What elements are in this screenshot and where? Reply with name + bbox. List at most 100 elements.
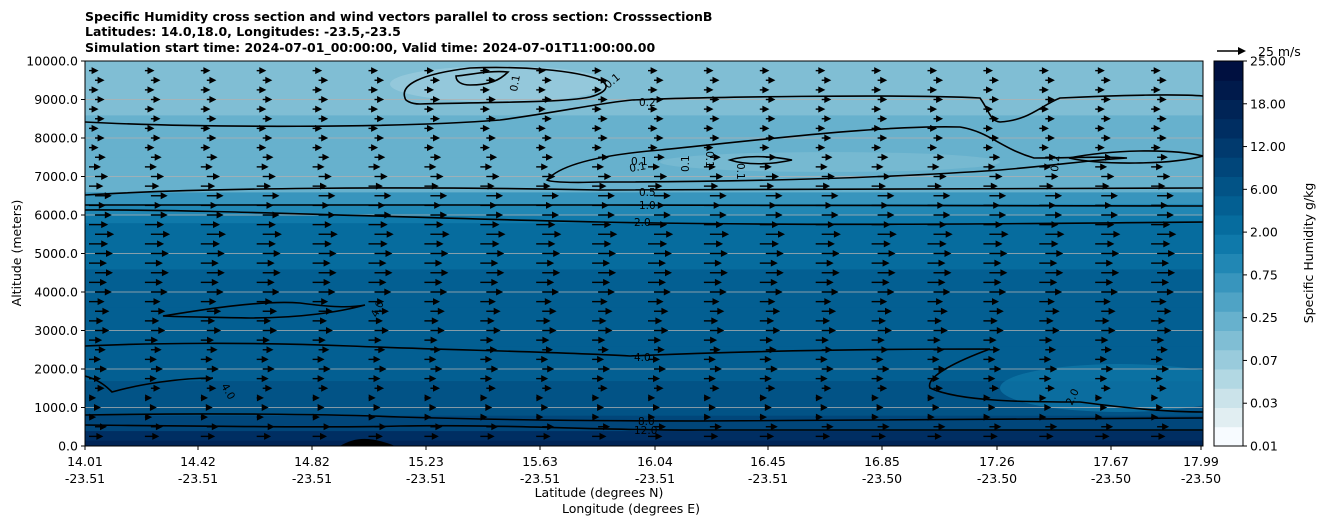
- wind-vector-head: [706, 144, 714, 152]
- wind-vector-head: [1106, 278, 1114, 286]
- wind-vector-head: [97, 115, 105, 123]
- x-tick-label-longitude: -23.50: [862, 471, 902, 486]
- wind-vector-head: [492, 221, 500, 229]
- wind-vector-head: [1102, 182, 1110, 190]
- wind-vector-head: [1100, 375, 1108, 383]
- wind-vector-head: [1156, 375, 1164, 383]
- wind-vector-head: [999, 192, 1007, 200]
- wind-vector-head: [714, 259, 722, 267]
- wind-vector-head: [203, 105, 211, 113]
- wind-vector-head: [154, 201, 162, 209]
- wind-vector-head: [433, 134, 440, 142]
- wind-vector-head: [938, 423, 946, 431]
- wind-vector-head: [1041, 86, 1049, 94]
- wind-vector-head: [377, 298, 385, 306]
- wind-vector-head: [373, 163, 381, 171]
- wind-vector-head: [268, 221, 276, 229]
- y-tick-label: 10000.0: [26, 54, 78, 69]
- wind-vector-head: [328, 288, 336, 296]
- wind-vector-head: [874, 144, 882, 152]
- wind-vector-head: [1107, 173, 1115, 180]
- x-tick-label-latitude: 15.63: [522, 454, 558, 469]
- humidity-band: [85, 203, 1203, 216]
- wind-vector-head: [656, 96, 664, 103]
- x-axis-ticks: 14.01 -23.51 14.42 -23.51 14.82 -23.51 15.23 -2…: [65, 446, 1221, 486]
- wind-vector-head: [604, 221, 612, 229]
- wind-vector-head: [1046, 182, 1054, 190]
- wind-vector-head: [1097, 124, 1105, 132]
- wind-vector-head: [936, 96, 944, 103]
- humidity-band: [85, 222, 1203, 235]
- x-tick-label-latitude: 15.23: [408, 454, 444, 469]
- wind-vector-head: [1000, 250, 1008, 257]
- wind-vector-head: [375, 182, 383, 190]
- wind-vector-head: [988, 355, 996, 363]
- wind-vector-head: [322, 346, 330, 354]
- wind-vector-head: [94, 355, 101, 363]
- wind-vector-head: [1158, 432, 1166, 440]
- wind-vector-head: [488, 384, 496, 392]
- wind-vector-head: [648, 394, 656, 402]
- wind-vector-head: [273, 250, 281, 257]
- wind-vector-head: [378, 346, 386, 354]
- wind-vector-head: [762, 124, 770, 132]
- contour-4.0-left: [85, 375, 214, 393]
- wind-vector-head: [594, 105, 602, 113]
- wind-vector-head: [1044, 163, 1052, 171]
- wind-vector-head: [547, 259, 555, 267]
- wind-vector-head: [939, 240, 947, 248]
- wind-vector-head: [604, 240, 612, 248]
- humidity-band: [85, 430, 1203, 441]
- wind-vector-head: [1112, 269, 1120, 277]
- wind-vector-head: [876, 404, 884, 411]
- wind-vector-head: [940, 327, 948, 334]
- wind-vector-head: [772, 221, 779, 229]
- colorbar-swatch: [1214, 272, 1243, 293]
- wind-vector-head: [207, 336, 214, 344]
- wind-vector-head: [986, 144, 993, 152]
- wind-vector-head: [992, 134, 999, 142]
- contour-label: 0.1: [631, 156, 648, 168]
- wind-vector-head: [433, 76, 440, 84]
- wind-vector-head: [384, 288, 392, 296]
- wind-vector-head: [378, 201, 386, 209]
- colorbar-swatch: [1214, 311, 1243, 331]
- wind-vector-head: [147, 105, 155, 113]
- wind-vector-head: [764, 375, 772, 383]
- wind-vector-head: [990, 317, 998, 325]
- wind-vector-head: [706, 86, 714, 94]
- wind-vector-head: [553, 269, 561, 277]
- wind-vector-head: [659, 278, 666, 286]
- wind-vector-head: [482, 105, 490, 113]
- wind-vector-head: [433, 115, 440, 123]
- wind-vector-head: [488, 115, 496, 123]
- humidity-band: [85, 307, 1203, 347]
- wind-vector-head: [1106, 423, 1114, 431]
- wind-vector-head: [547, 365, 555, 373]
- wind-vector-head: [543, 317, 551, 325]
- wind-vector-head: [496, 288, 504, 296]
- wind-vector-head: [97, 134, 105, 142]
- wind-vector-head: [887, 192, 895, 200]
- wind-vector-head: [154, 153, 162, 161]
- wind-vector-head: [762, 144, 770, 152]
- wind-vector-head: [594, 124, 602, 132]
- wind-reference-label: 25 m/s: [1258, 44, 1301, 59]
- wind-vector-head: [487, 432, 495, 440]
- wind-vector-head: [544, 298, 552, 306]
- x-tick-label-longitude: -23.50: [1181, 471, 1221, 486]
- wind-vector-head: [661, 327, 669, 334]
- wind-vector-head: [880, 96, 888, 103]
- wind-vector-head: [380, 173, 388, 180]
- wind-vector-head: [97, 76, 105, 84]
- colorbar-tick-label: 0.75: [1250, 267, 1278, 282]
- wind-vector-head: [101, 173, 109, 180]
- wind-vector-head: [940, 307, 948, 315]
- wind-vector-head: [544, 384, 552, 392]
- wind-vector-head: [89, 394, 97, 402]
- wind-vector-head: [385, 269, 393, 277]
- wind-vector-head: [770, 278, 778, 286]
- humidity-band: [85, 345, 1203, 382]
- wind-vector-head: [315, 124, 323, 132]
